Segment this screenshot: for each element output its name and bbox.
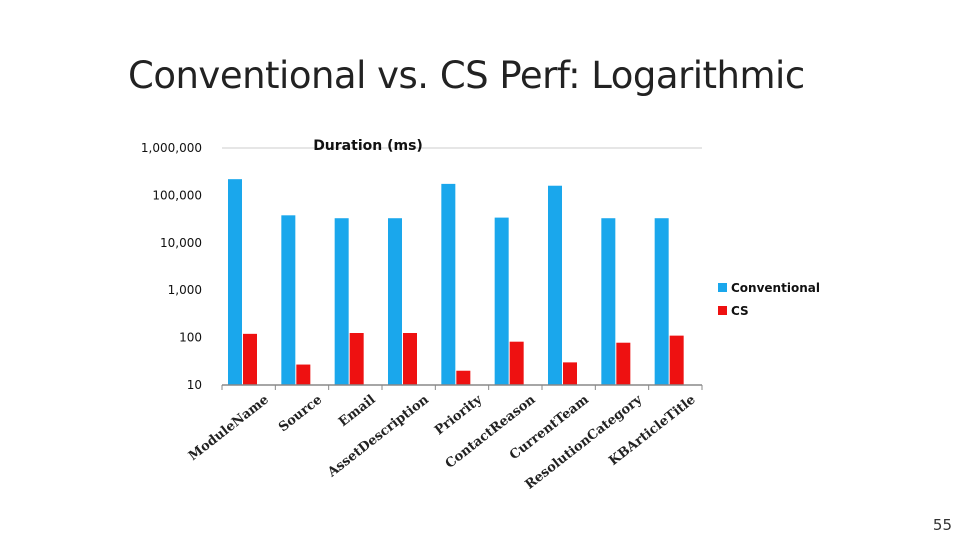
category-label: Email <box>336 392 378 430</box>
legend-label-conventional: Conventional <box>731 281 820 295</box>
legend-swatch-conventional <box>718 283 727 292</box>
bar-cs-source <box>296 364 311 385</box>
bar-conventional-source <box>281 215 296 385</box>
y-axis-ticks: 10 100 1,000 10,000 100,000 1,000,000 <box>141 141 702 392</box>
bar-conventional-currentteam <box>548 185 562 385</box>
y-tick-label: 10,000 <box>160 236 202 250</box>
bar-cs-contactreason <box>509 341 524 385</box>
legend-label-cs: CS <box>731 304 749 318</box>
bar-cs-modulename <box>243 333 257 385</box>
bar-conventional-resolutioncategory <box>601 218 616 385</box>
legend: Conventional CS <box>718 281 820 318</box>
category-label: AssetDescription <box>324 392 432 481</box>
bar-cs-assetdescription <box>403 333 417 385</box>
bar-cs-currentteam <box>563 362 577 385</box>
bar-conventional-modulename <box>228 179 242 385</box>
slide-number: 55 <box>932 516 952 534</box>
y-tick-label: 10 <box>187 378 202 392</box>
y-tick-label: 1,000,000 <box>141 141 202 155</box>
bar-cs-resolutioncategory <box>616 342 631 385</box>
y-tick-label: 1,000 <box>168 283 202 297</box>
chart-title: Duration (ms) <box>313 138 423 154</box>
y-tick-label: 100 <box>179 331 202 345</box>
category-label: ModuleName <box>186 392 272 464</box>
bar-conventional-assetdescription <box>388 218 402 385</box>
category-label: ContactReason <box>443 392 539 472</box>
category-label: Priority <box>432 392 485 438</box>
x-axis <box>221 384 703 390</box>
category-label: Source <box>276 392 325 435</box>
bar-conventional-priority <box>441 183 456 385</box>
bar-cs-kbarticletitle <box>669 335 684 385</box>
bar-conventional-kbarticletitle <box>654 218 669 385</box>
y-tick-label: 100,000 <box>152 188 202 202</box>
slide-title: Conventional vs. CS Perf: Logarithmic <box>128 54 805 97</box>
legend-swatch-cs <box>718 306 727 315</box>
bar-conventional-contactreason <box>494 217 509 385</box>
bar-cs-priority <box>456 370 471 385</box>
bar-conventional-email <box>334 218 349 385</box>
bars <box>228 179 684 385</box>
bar-cs-email <box>349 333 364 385</box>
